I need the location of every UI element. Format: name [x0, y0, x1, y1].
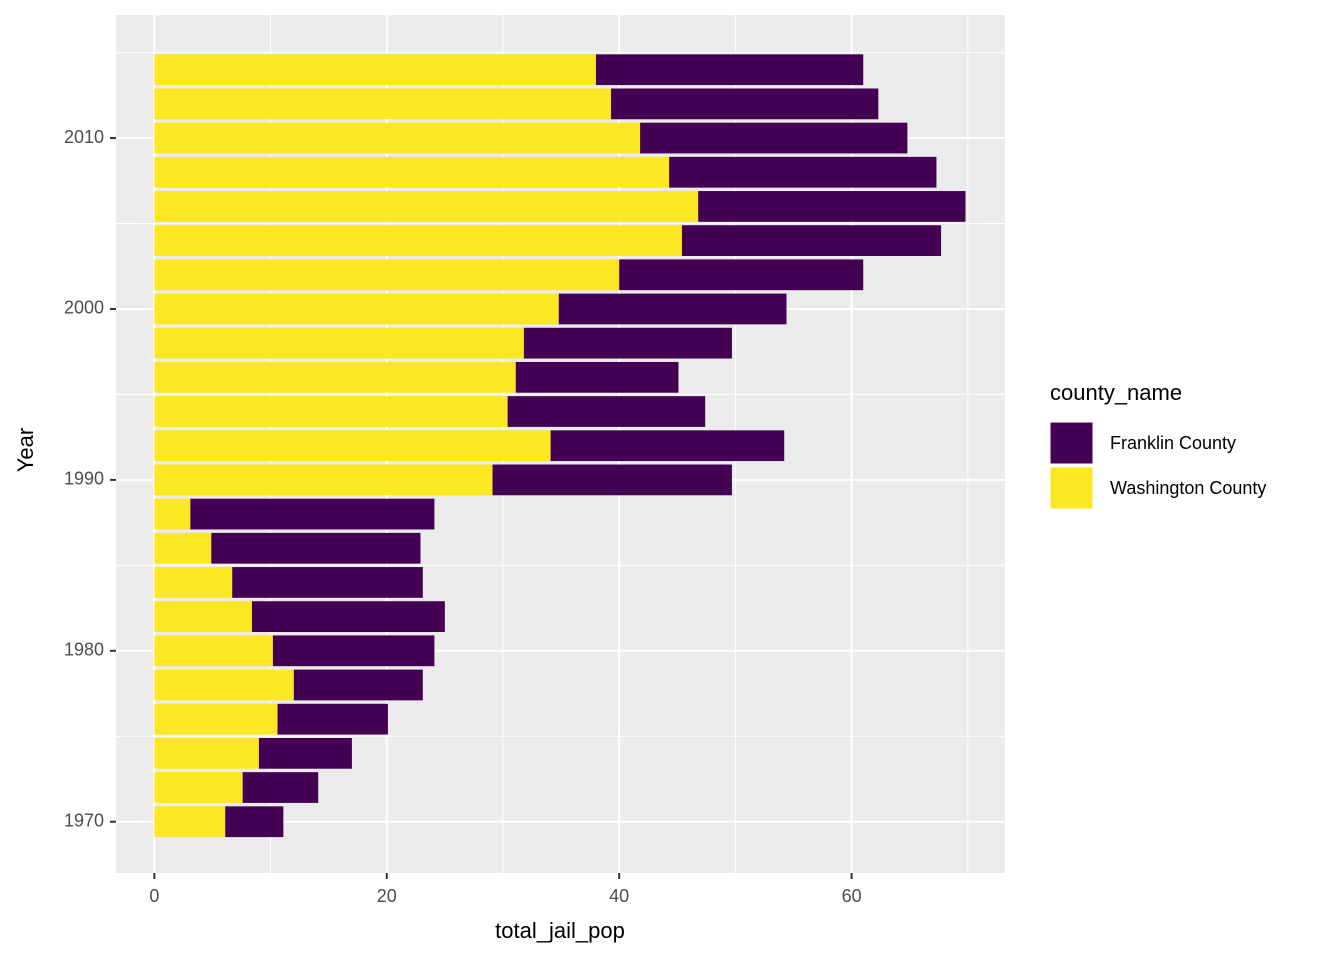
y-tick-label: 1980: [64, 640, 104, 660]
bar: [154, 635, 273, 667]
bar: [523, 327, 732, 359]
x-tick-label: 60: [842, 886, 862, 906]
bar: [154, 430, 551, 462]
bar: [698, 191, 966, 222]
legend-title: county_name: [1050, 380, 1182, 405]
y-tick-label: 2000: [64, 298, 104, 318]
bar: [242, 772, 319, 803]
bar: [154, 737, 259, 769]
bar: [154, 498, 191, 530]
bar: [154, 464, 493, 496]
x-axis-label: total_jail_pop: [495, 918, 625, 943]
bar: [272, 635, 435, 667]
bar: [232, 567, 423, 598]
bar: [154, 327, 524, 359]
bar: [154, 156, 670, 188]
y-tick-label: 1970: [64, 810, 104, 830]
bar: [154, 772, 243, 803]
bar: [595, 54, 864, 86]
bar: [154, 293, 559, 325]
bar: [640, 122, 908, 154]
legend-label: Franklin County: [1110, 433, 1236, 453]
bar: [550, 430, 785, 462]
bar: [277, 703, 388, 735]
bar: [154, 806, 226, 838]
y-tick-label: 1990: [64, 469, 104, 489]
bar: [492, 464, 732, 496]
bar: [154, 703, 278, 735]
bar: [251, 601, 445, 633]
bar: [611, 88, 879, 120]
bar: [154, 88, 612, 120]
bar: [154, 191, 699, 222]
bar: [154, 122, 641, 154]
y-tick-label: 2010: [64, 127, 104, 147]
bar: [154, 567, 233, 598]
bar: [619, 259, 864, 291]
bar: [507, 396, 706, 427]
x-tick-label: 40: [609, 886, 629, 906]
legend-label: Washington County: [1110, 478, 1266, 498]
bar: [154, 54, 596, 86]
bar: [681, 225, 942, 256]
bar: [154, 532, 212, 564]
bar: [558, 293, 787, 325]
y-axis-label: Year: [13, 428, 38, 472]
bar: [190, 498, 435, 530]
bar: [515, 361, 679, 393]
bar: [154, 396, 508, 427]
bar: [225, 806, 284, 838]
bar: [669, 156, 937, 188]
bar: [154, 669, 294, 701]
bar: [211, 532, 421, 564]
bar: [154, 361, 516, 393]
bar: [293, 669, 423, 701]
bar: [154, 225, 682, 256]
x-tick-label: 20: [377, 886, 397, 906]
legend-key: [1049, 421, 1094, 465]
x-tick-label: 0: [149, 886, 159, 906]
bar: [258, 737, 352, 769]
legend-key: [1049, 466, 1094, 510]
bar: [154, 601, 252, 633]
bar: [154, 259, 620, 291]
